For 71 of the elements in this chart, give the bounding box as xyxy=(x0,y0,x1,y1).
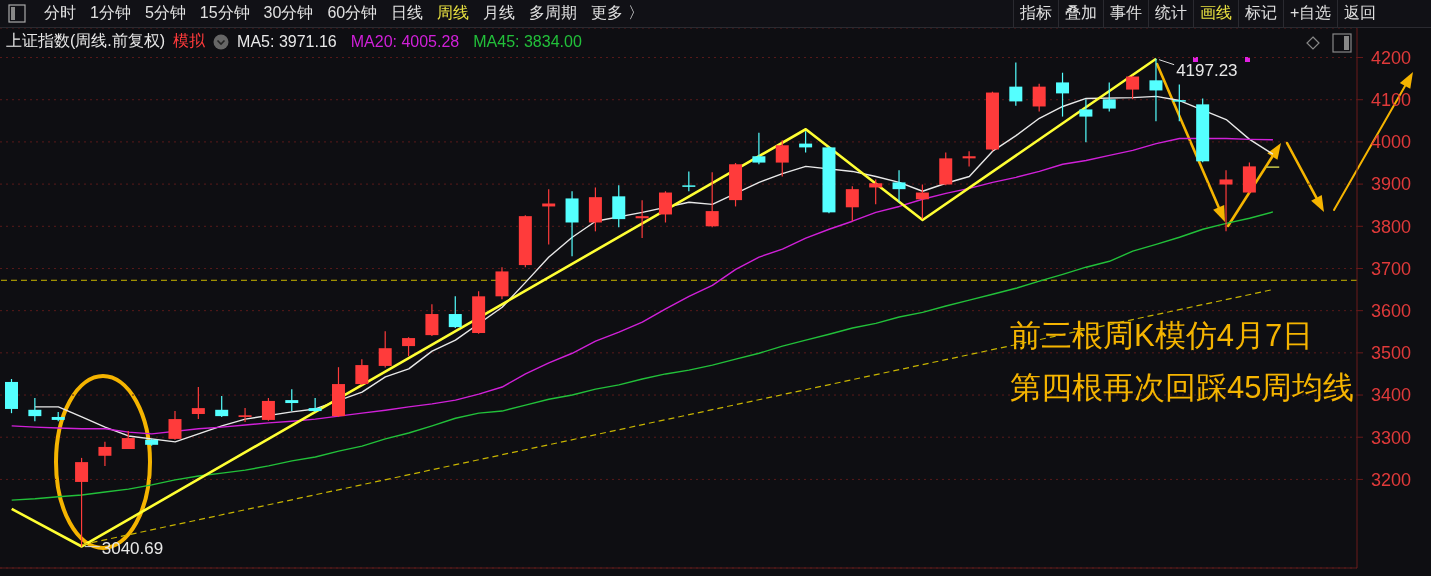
text: 60分钟 xyxy=(327,3,378,23)
candlestick xyxy=(448,295,462,329)
candlestick xyxy=(215,395,229,418)
candlestick xyxy=(1172,83,1186,122)
annotation: 前三根周K模仿4月7日 xyxy=(1010,317,1315,355)
text: MA20: 4005.28 xyxy=(350,32,460,51)
candlestick xyxy=(1009,61,1023,107)
candlestick xyxy=(775,139,789,178)
y-tick-label: 3200 xyxy=(1371,469,1412,490)
text: 月线 xyxy=(483,3,516,23)
candlestick xyxy=(168,410,182,441)
y-tick-label: 3500 xyxy=(1371,343,1412,364)
y-tick-label: 3700 xyxy=(1371,258,1412,279)
text: 事件 xyxy=(1103,0,1148,27)
text: 日线 xyxy=(391,3,424,23)
candlestick xyxy=(28,397,42,422)
candlestick xyxy=(869,178,883,205)
text: 标记 xyxy=(1238,0,1283,27)
candlestick xyxy=(1032,83,1046,113)
text: 5分钟 xyxy=(144,3,186,23)
annotation: 4197.23 xyxy=(1176,60,1238,80)
candlestick xyxy=(285,388,299,412)
candlestick xyxy=(1126,75,1140,100)
y-tick-label: 3900 xyxy=(1371,174,1412,195)
text: 返回 xyxy=(1337,0,1383,27)
text: +自选 xyxy=(1283,0,1338,27)
candlestick xyxy=(752,132,766,165)
candlestick xyxy=(191,386,205,420)
candlestick xyxy=(635,199,649,239)
text: 更多 〉 xyxy=(591,3,644,23)
text: 15分钟 xyxy=(199,3,250,23)
candlestick xyxy=(658,190,672,224)
text: 多周期 xyxy=(529,3,578,23)
candlestick xyxy=(1102,81,1116,113)
candlestick xyxy=(612,184,626,228)
text: 1分钟 xyxy=(90,3,131,23)
candlestick xyxy=(705,171,719,228)
candlestick xyxy=(682,170,696,192)
text: 画线 xyxy=(1193,0,1238,27)
candlestick xyxy=(425,303,439,337)
candlestick xyxy=(845,185,859,222)
y-tick-label: 3600 xyxy=(1371,301,1412,322)
text: 分时 xyxy=(44,3,76,23)
candlestick xyxy=(261,397,275,422)
candlestick xyxy=(1056,72,1070,118)
candlestick xyxy=(75,457,89,548)
candlestick xyxy=(1149,58,1163,122)
candlestick xyxy=(238,407,252,423)
annotation: 模拟 xyxy=(173,31,206,51)
candlestick xyxy=(308,397,322,413)
text: 周线 xyxy=(437,3,470,23)
text: 统计 xyxy=(1148,0,1193,27)
candlestick xyxy=(402,336,416,357)
annotation: 第四根再次回踩45周均线 xyxy=(1010,369,1355,407)
text: 指标 xyxy=(1013,0,1058,27)
candlestick xyxy=(962,150,976,167)
annotation: 3040.69 xyxy=(101,538,164,558)
y-tick-label: 3300 xyxy=(1371,427,1412,448)
candlestick xyxy=(378,330,392,369)
candlestick xyxy=(1079,98,1093,143)
y-tick-label: 4200 xyxy=(1371,47,1412,68)
text: 叠加 xyxy=(1058,0,1103,27)
candlestick xyxy=(355,358,369,386)
text: 30分钟 xyxy=(263,3,314,23)
candlestick xyxy=(892,169,906,203)
text: MA5: 3971.16 xyxy=(237,32,337,51)
text: MA45: 3834.00 xyxy=(473,32,582,51)
candlestick xyxy=(98,441,112,467)
chart-title: 上证指数(周线.前复权) xyxy=(6,31,166,51)
y-tick-label: 3800 xyxy=(1371,216,1412,237)
y-tick-label: 3400 xyxy=(1371,385,1412,406)
